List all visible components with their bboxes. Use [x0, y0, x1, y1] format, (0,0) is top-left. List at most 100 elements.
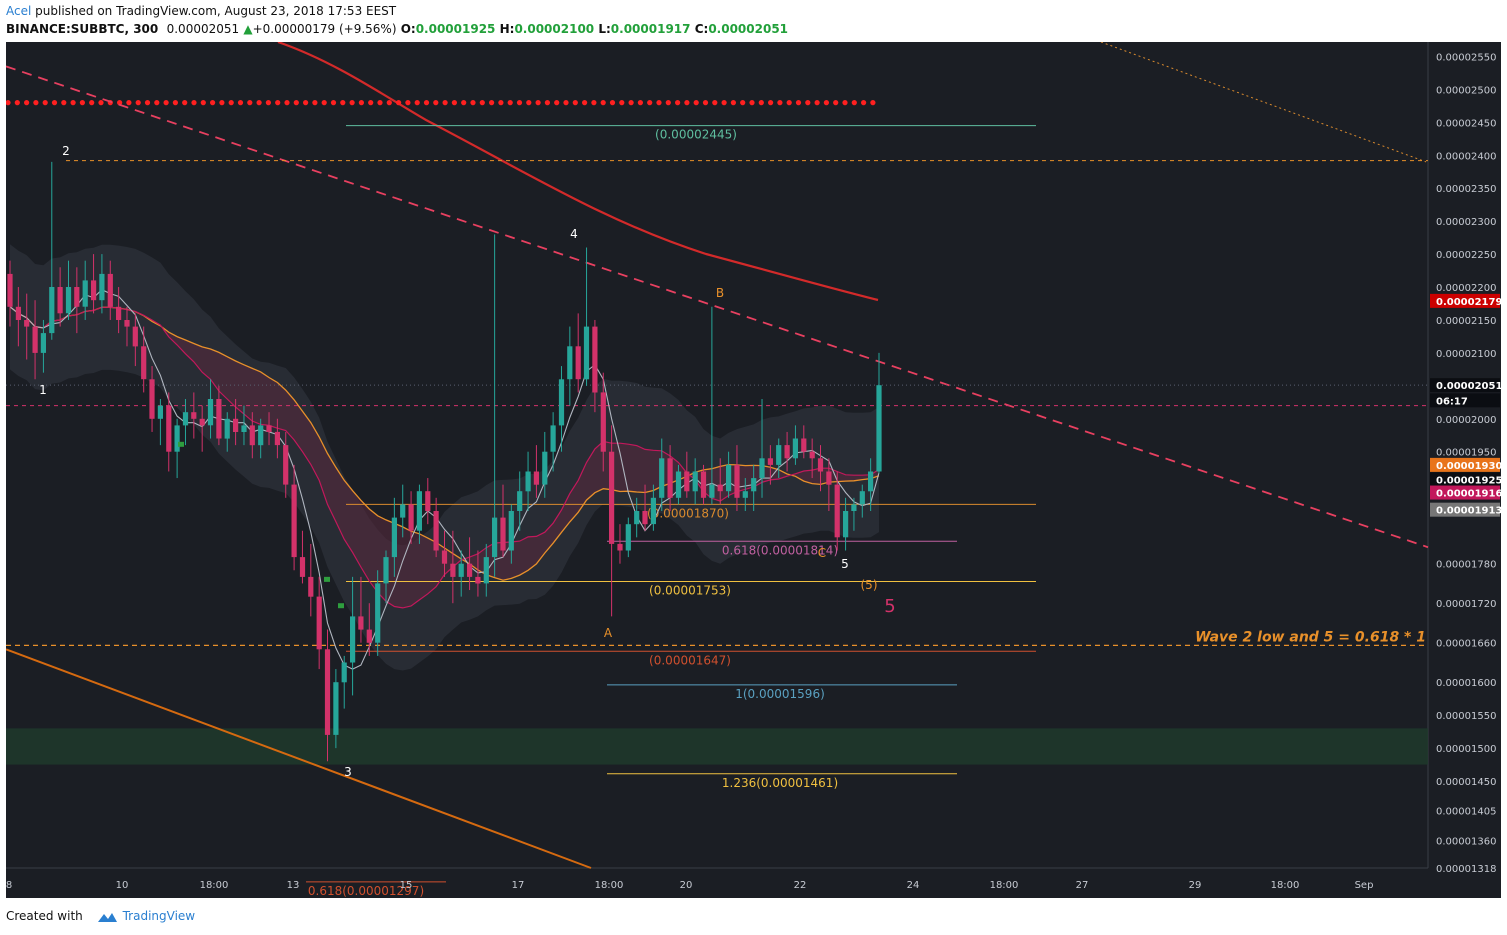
fib-level: 0.618(0.00001814) [607, 540, 957, 557]
candle-body [826, 471, 832, 485]
candle [441, 530, 448, 577]
price-chart[interactable]: (0.00002445) (0.00001870) 0.618(0.00001814… [6, 42, 1501, 898]
red-dot [814, 100, 820, 106]
candle [40, 319, 46, 373]
chart-area[interactable]: (0.00002445) (0.00001870) 0.618(0.00001814… [6, 42, 1501, 898]
candle-body [625, 524, 631, 551]
candle-body [408, 504, 414, 531]
red-dot [377, 100, 383, 106]
candle-body [299, 557, 306, 577]
candle [650, 484, 656, 531]
candle [350, 576, 356, 696]
red-dot [554, 100, 560, 106]
candle-body [801, 438, 807, 452]
low-label: L: [598, 22, 611, 36]
candle-body [709, 484, 715, 498]
price-axis-label: 0.00002250 [1436, 250, 1496, 261]
red-dot [470, 100, 476, 106]
red-dot [210, 100, 216, 106]
ma-ribbon-fill [10, 306, 879, 608]
candle-body [49, 287, 55, 334]
price-axis-label: 0.00001600 [1436, 678, 1496, 689]
candle [324, 629, 331, 762]
candles [7, 161, 882, 762]
candle-body [15, 306, 21, 320]
tradingview-link[interactable]: TradingView [122, 909, 196, 923]
candle-body [776, 445, 782, 465]
red-dot [117, 100, 123, 106]
wave-label: B [716, 286, 724, 300]
red-dot [172, 100, 178, 106]
red-dot [33, 100, 39, 106]
candle [249, 412, 255, 459]
red-dot [42, 100, 48, 106]
candle [383, 550, 389, 604]
candle-body [525, 471, 531, 492]
red-dot [665, 100, 671, 106]
candle [458, 550, 464, 597]
fib-level-label: 0.618(0.00001814) [722, 543, 838, 557]
candle-body [333, 682, 339, 735]
candle [233, 399, 239, 446]
red-dot [126, 100, 132, 106]
price-axis-label: 0.00001360 [1436, 836, 1496, 847]
candle [116, 287, 122, 334]
red-dot [256, 100, 262, 106]
candle-body [483, 557, 489, 584]
red-dot [349, 100, 355, 106]
red-dot [61, 100, 67, 106]
price-badge-text: 0.00001930 [1436, 461, 1501, 472]
red-dot [182, 100, 188, 106]
candle-body [650, 497, 656, 525]
candle [826, 458, 832, 511]
candle-body [433, 511, 439, 551]
candle-body [717, 484, 723, 492]
candle-body [391, 517, 397, 558]
red-dot [563, 100, 569, 106]
red-dot [768, 100, 774, 106]
up-arrow-icon: ▲ [243, 22, 253, 36]
red-dot [275, 100, 281, 106]
red-dot [795, 100, 802, 106]
red-dot [293, 100, 299, 106]
candle [717, 458, 723, 505]
channel-bottom-line [6, 648, 592, 869]
red-dot [526, 100, 532, 106]
candle-body [500, 517, 506, 551]
candle [15, 287, 21, 347]
red-dot [656, 100, 662, 106]
created-with-text: Created with [6, 909, 83, 923]
candle [617, 524, 623, 564]
candle [659, 438, 665, 511]
fib-level-label: (0.00002445) [655, 128, 737, 142]
red-dot [628, 100, 634, 106]
candle-body [767, 458, 773, 465]
candle-body [350, 616, 356, 663]
time-axis-label: Sep [1355, 880, 1374, 891]
candle-body [99, 273, 105, 301]
price-change: +0.00000179 (+9.56%) [252, 22, 397, 36]
candle [876, 352, 882, 474]
candle [692, 458, 698, 505]
red-dot [516, 100, 523, 106]
candle [550, 412, 556, 472]
grey-moving-average [9, 289, 880, 670]
candle [700, 464, 707, 505]
red-dot [675, 100, 681, 106]
price-axis-label: 0.00002400 [1436, 151, 1496, 162]
candle [32, 300, 38, 380]
candle-body [32, 326, 38, 353]
author-link[interactable]: Acel [6, 4, 32, 18]
red-dot [740, 100, 746, 106]
candle [625, 517, 631, 558]
candle-body [82, 280, 88, 307]
candle-body [792, 438, 798, 459]
price-axis-label: 0.00002550 [1436, 52, 1496, 63]
price-axis-label: 0.00001720 [1436, 599, 1496, 610]
candle-body [675, 471, 682, 498]
price-axis-label: 0.00002500 [1436, 85, 1496, 96]
red-dot [619, 100, 625, 106]
price-badge-text: 0.00002051 [1436, 381, 1501, 392]
red-dot [368, 100, 374, 106]
symbol-line: BINANCE:SUBBTC, 300 0.00002051 ▲+0.00000… [6, 22, 788, 36]
